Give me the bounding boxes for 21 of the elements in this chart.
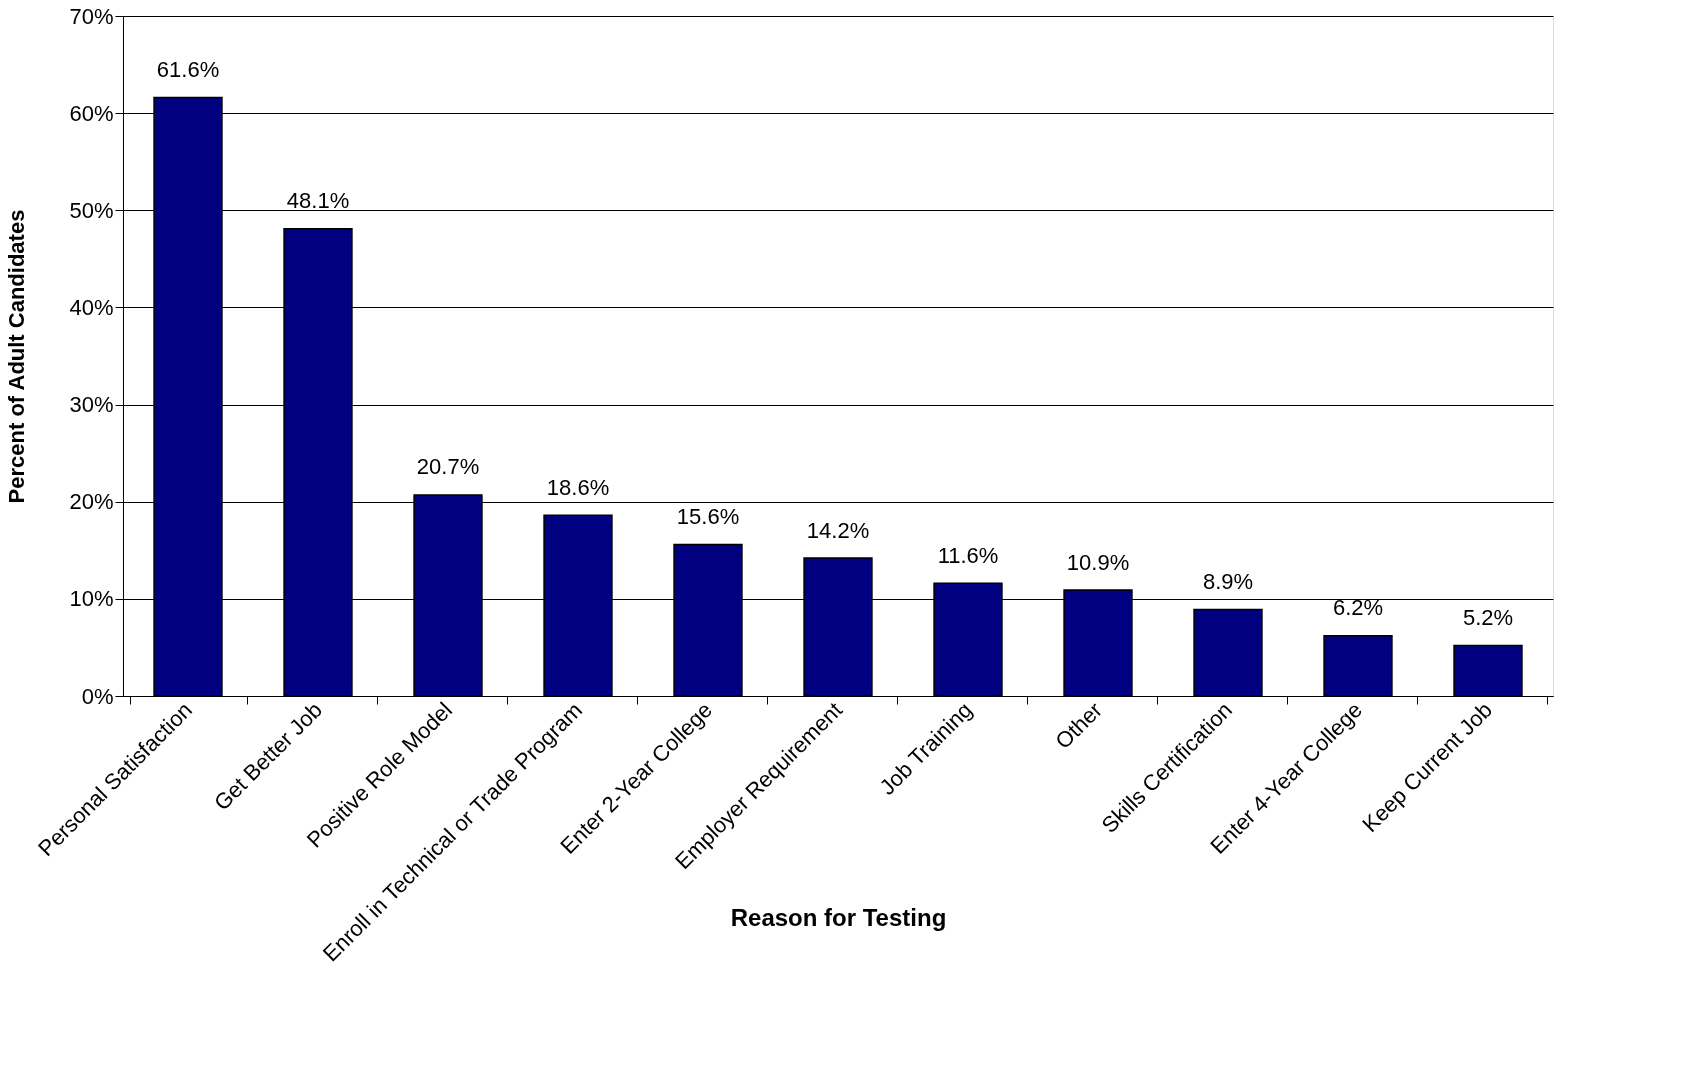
y-tick-label: 30%: [69, 392, 114, 418]
data-label: 10.9%: [1066, 549, 1130, 575]
data-label: 48.1%: [286, 188, 350, 214]
data-label: 14.2%: [806, 517, 870, 543]
data-label: 8.9%: [1202, 569, 1254, 595]
y-tick-label: 20%: [69, 489, 114, 515]
y-tick-label: 60%: [69, 100, 114, 126]
y-tick-label: 70%: [69, 3, 114, 29]
data-label: 18.6%: [546, 474, 610, 500]
data-label: 20.7%: [416, 454, 480, 480]
y-axis-title: Percent of Adult Candidates: [4, 209, 30, 504]
y-tick-label: 0%: [81, 683, 114, 709]
data-label: 61.6%: [156, 57, 220, 83]
data-label: 11.6%: [937, 542, 999, 568]
y-tick-label: 40%: [69, 294, 114, 320]
data-label: 5.2%: [1462, 604, 1514, 630]
data-label: 15.6%: [676, 503, 740, 529]
y-tick-label: 50%: [69, 197, 114, 223]
y-tick-label: 10%: [69, 586, 114, 612]
x-axis-title: Reason for Testing: [730, 903, 947, 931]
data-label: 6.2%: [1332, 595, 1384, 621]
